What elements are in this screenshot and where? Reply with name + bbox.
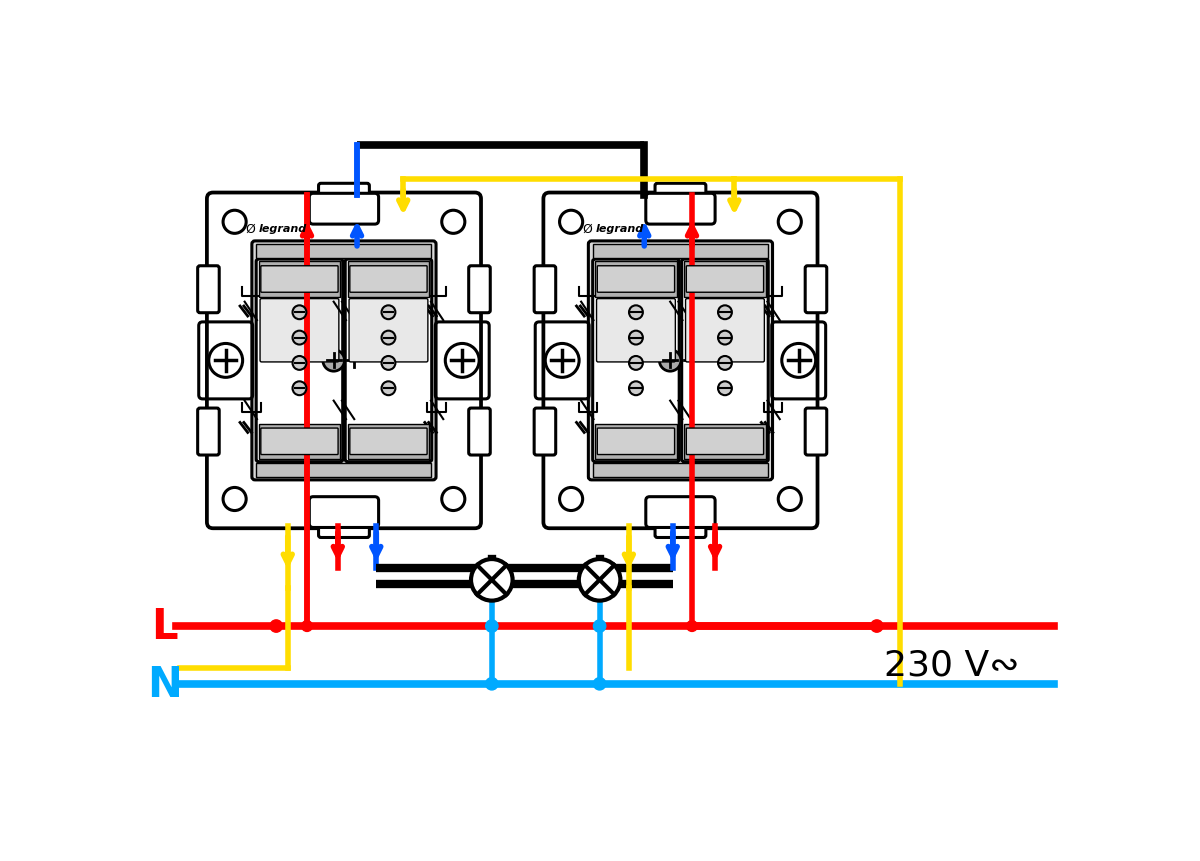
- Circle shape: [680, 350, 702, 372]
- FancyBboxPatch shape: [686, 429, 763, 455]
- FancyBboxPatch shape: [646, 497, 715, 528]
- FancyBboxPatch shape: [260, 266, 338, 293]
- Text: legrand: legrand: [595, 224, 643, 233]
- Circle shape: [293, 356, 306, 370]
- Circle shape: [301, 621, 312, 632]
- FancyBboxPatch shape: [310, 497, 379, 528]
- FancyBboxPatch shape: [805, 409, 827, 455]
- FancyBboxPatch shape: [805, 266, 827, 313]
- FancyBboxPatch shape: [544, 194, 817, 529]
- Circle shape: [270, 620, 282, 633]
- Circle shape: [382, 356, 395, 370]
- Circle shape: [781, 344, 816, 378]
- Circle shape: [293, 306, 306, 319]
- FancyBboxPatch shape: [684, 424, 766, 460]
- Circle shape: [718, 382, 732, 396]
- Text: N: N: [148, 663, 182, 705]
- FancyBboxPatch shape: [646, 194, 715, 225]
- FancyBboxPatch shape: [346, 260, 432, 462]
- FancyBboxPatch shape: [596, 300, 676, 362]
- FancyBboxPatch shape: [686, 266, 763, 293]
- FancyBboxPatch shape: [598, 429, 674, 455]
- Circle shape: [559, 488, 583, 511]
- Circle shape: [559, 211, 583, 234]
- FancyBboxPatch shape: [655, 184, 706, 206]
- Text: Ø: Ø: [582, 222, 592, 235]
- FancyBboxPatch shape: [258, 262, 341, 298]
- Circle shape: [382, 331, 395, 345]
- FancyBboxPatch shape: [256, 260, 343, 462]
- Circle shape: [594, 620, 606, 633]
- Circle shape: [594, 678, 606, 691]
- Text: L: L: [151, 605, 178, 647]
- FancyBboxPatch shape: [260, 429, 338, 455]
- FancyBboxPatch shape: [258, 424, 341, 460]
- Circle shape: [382, 382, 395, 396]
- Text: 230 V∾: 230 V∾: [884, 647, 1020, 682]
- Text: Ø: Ø: [246, 222, 256, 235]
- FancyBboxPatch shape: [349, 300, 428, 362]
- FancyBboxPatch shape: [534, 409, 556, 455]
- FancyBboxPatch shape: [206, 194, 481, 529]
- FancyBboxPatch shape: [310, 194, 379, 225]
- Circle shape: [293, 382, 306, 396]
- Circle shape: [779, 488, 802, 511]
- FancyBboxPatch shape: [685, 300, 764, 362]
- FancyBboxPatch shape: [260, 300, 338, 362]
- Circle shape: [486, 620, 498, 633]
- FancyBboxPatch shape: [252, 242, 436, 480]
- FancyBboxPatch shape: [469, 266, 491, 313]
- FancyBboxPatch shape: [684, 262, 766, 298]
- FancyBboxPatch shape: [595, 424, 677, 460]
- FancyBboxPatch shape: [318, 184, 370, 206]
- FancyBboxPatch shape: [593, 245, 768, 258]
- FancyBboxPatch shape: [682, 260, 768, 462]
- Circle shape: [323, 350, 344, 372]
- Circle shape: [382, 306, 395, 319]
- Circle shape: [445, 344, 479, 378]
- FancyBboxPatch shape: [350, 429, 427, 455]
- Circle shape: [629, 306, 643, 319]
- Circle shape: [223, 488, 246, 511]
- FancyBboxPatch shape: [534, 266, 556, 313]
- FancyBboxPatch shape: [348, 424, 430, 460]
- Circle shape: [293, 331, 306, 345]
- FancyBboxPatch shape: [198, 266, 220, 313]
- FancyBboxPatch shape: [198, 409, 220, 455]
- FancyBboxPatch shape: [593, 260, 679, 462]
- Circle shape: [472, 560, 512, 601]
- FancyBboxPatch shape: [257, 245, 432, 258]
- Circle shape: [686, 621, 697, 632]
- FancyBboxPatch shape: [595, 262, 677, 298]
- FancyBboxPatch shape: [469, 409, 491, 455]
- FancyBboxPatch shape: [318, 517, 370, 538]
- Circle shape: [629, 331, 643, 345]
- Circle shape: [718, 331, 732, 345]
- FancyBboxPatch shape: [350, 266, 427, 293]
- FancyBboxPatch shape: [655, 517, 706, 538]
- Circle shape: [629, 356, 643, 370]
- Circle shape: [578, 560, 620, 601]
- Text: legrand: legrand: [259, 224, 307, 233]
- Circle shape: [629, 382, 643, 396]
- Circle shape: [486, 678, 498, 691]
- Circle shape: [871, 620, 883, 633]
- Circle shape: [223, 211, 246, 234]
- Circle shape: [545, 344, 580, 378]
- Circle shape: [779, 211, 802, 234]
- FancyBboxPatch shape: [348, 262, 430, 298]
- Circle shape: [659, 350, 680, 372]
- Circle shape: [718, 356, 732, 370]
- Circle shape: [209, 344, 242, 378]
- Circle shape: [718, 306, 732, 319]
- FancyBboxPatch shape: [257, 463, 432, 477]
- Circle shape: [343, 350, 365, 372]
- FancyBboxPatch shape: [588, 242, 773, 480]
- FancyBboxPatch shape: [598, 266, 674, 293]
- FancyBboxPatch shape: [593, 463, 768, 477]
- Circle shape: [442, 211, 464, 234]
- Circle shape: [442, 488, 464, 511]
